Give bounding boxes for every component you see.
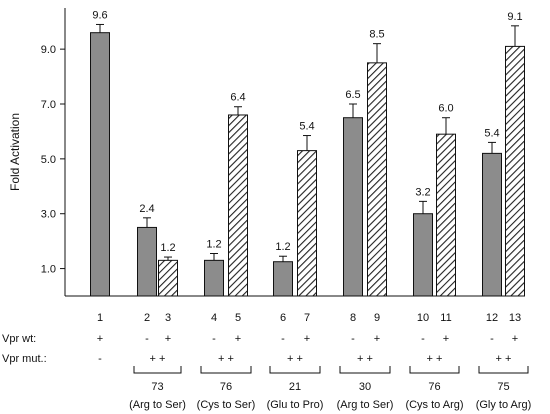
group-number: 76 <box>428 381 440 393</box>
bar-lane-13 <box>505 45 525 297</box>
data-label: 5.4 <box>484 127 499 139</box>
bar-lane-4 <box>204 259 224 297</box>
data-label: 6.4 <box>230 92 245 104</box>
data-label: 9.1 <box>507 11 522 23</box>
lane-number: 11 <box>440 312 451 324</box>
lane-number: 3 <box>165 312 171 324</box>
group-bracket <box>269 366 321 374</box>
bar-lane-3 <box>158 259 178 297</box>
lane-number: 9 <box>374 312 380 324</box>
lane-number: 12 <box>486 312 498 324</box>
row-value: - <box>145 333 149 345</box>
bar-lane-8 <box>343 117 363 297</box>
y-tick-label: 7.0 <box>41 99 56 111</box>
bar-lane-5 <box>228 114 248 297</box>
group-number: 30 <box>359 381 371 393</box>
group-number: 73 <box>151 381 163 393</box>
lane-number: 6 <box>280 312 286 324</box>
group-mutation: (Gly to Arg) <box>476 399 532 411</box>
row-value: + <box>512 333 518 345</box>
data-label: 6.5 <box>345 89 360 101</box>
row-value: - <box>212 333 216 345</box>
data-label: 1.2 <box>160 242 175 254</box>
condition-rows: Vpr wt: + - + - + - + - + - + - +Vpr mut.: - + + + + + + +… <box>2 333 518 365</box>
row-value: + + <box>496 353 512 365</box>
group-mutation: (Arg to Ser) <box>129 399 186 411</box>
group-mutation: (Cys to Arg) <box>405 399 463 411</box>
y-tick-label: 5.0 <box>41 154 56 166</box>
row-value: + + <box>357 353 373 365</box>
data-label: 3.2 <box>415 186 430 198</box>
y-tick-label: 1.0 <box>41 264 56 276</box>
row-value: - <box>351 333 355 345</box>
bar-lane-1 <box>90 32 110 297</box>
row-value: - <box>281 333 285 345</box>
data-label: 2.4 <box>139 203 154 215</box>
lane-number: 5 <box>235 312 241 324</box>
mutation-groups: 73 (Arg to Ser) 76 (Cys to Ser) 21 (Glu to Pr… <box>129 366 531 411</box>
group-bracket <box>478 366 529 374</box>
lane-number: 13 <box>509 312 521 324</box>
row-value: - <box>98 353 102 365</box>
row-value: + + <box>287 353 303 365</box>
group-mutation: (Glu to Pro) <box>267 399 324 411</box>
group-number: 21 <box>289 381 301 393</box>
y-axis-label: Fold Activation <box>8 113 22 191</box>
row-value: + <box>97 333 103 345</box>
group-number: 76 <box>220 381 232 393</box>
bar-lane-9 <box>367 62 387 297</box>
lane-number: 10 <box>417 312 429 324</box>
group-bracket <box>409 366 460 374</box>
data-label: 5.4 <box>299 121 314 133</box>
data-label: 9.6 <box>92 9 107 21</box>
row-value: + + <box>150 353 166 365</box>
lane-labels: 1 2 3 4 5 6 7 8 9 10 11 12 13 <box>97 312 521 324</box>
bar-lane-11 <box>436 133 456 297</box>
row-value: - <box>490 333 494 345</box>
group-bracket <box>339 366 391 374</box>
bar-lane-6 <box>273 261 293 297</box>
row-value: - <box>421 333 425 345</box>
group-mutation: (Cys to Ser) <box>197 399 256 411</box>
lane-number: 1 <box>97 312 103 324</box>
y-tick-label: 3.0 <box>41 209 56 221</box>
row-value: + + <box>218 353 234 365</box>
bar-lane-10 <box>413 213 433 297</box>
bar-lane-12 <box>482 152 502 297</box>
data-label: 6.0 <box>438 103 453 115</box>
group-mutation: (Arg to Ser) <box>337 399 394 411</box>
bars: 9.6 2.4 1.2 1.2 6.4 1.2 5.4 6.5 8.5 3.2 6.0 5.4 9.1 <box>90 9 525 297</box>
lane-number: 7 <box>304 312 310 324</box>
bar-lane-2 <box>137 226 157 297</box>
row-label: Vpr mut.: <box>2 353 47 365</box>
row-value: + <box>235 333 241 345</box>
row-value: + <box>443 333 449 345</box>
lane-number: 2 <box>144 312 150 324</box>
group-number: 75 <box>497 381 509 393</box>
data-label: 1.2 <box>206 238 221 250</box>
group-bracket <box>200 366 252 374</box>
group-bracket <box>133 366 182 374</box>
data-label: 8.5 <box>369 29 384 41</box>
row-value: + <box>304 333 310 345</box>
row-value: + <box>165 333 171 345</box>
lane-number: 4 <box>211 312 217 324</box>
y-axis-ticks: 1.0 3.0 5.0 7.0 9.0 <box>41 44 65 276</box>
row-value: + + <box>427 353 443 365</box>
row-label: Vpr wt: <box>2 333 36 345</box>
data-label: 1.2 <box>275 241 290 253</box>
row-value: + <box>374 333 380 345</box>
lane-number: 8 <box>350 312 356 324</box>
bar-lane-7 <box>297 150 317 297</box>
y-tick-label: 9.0 <box>41 44 56 56</box>
